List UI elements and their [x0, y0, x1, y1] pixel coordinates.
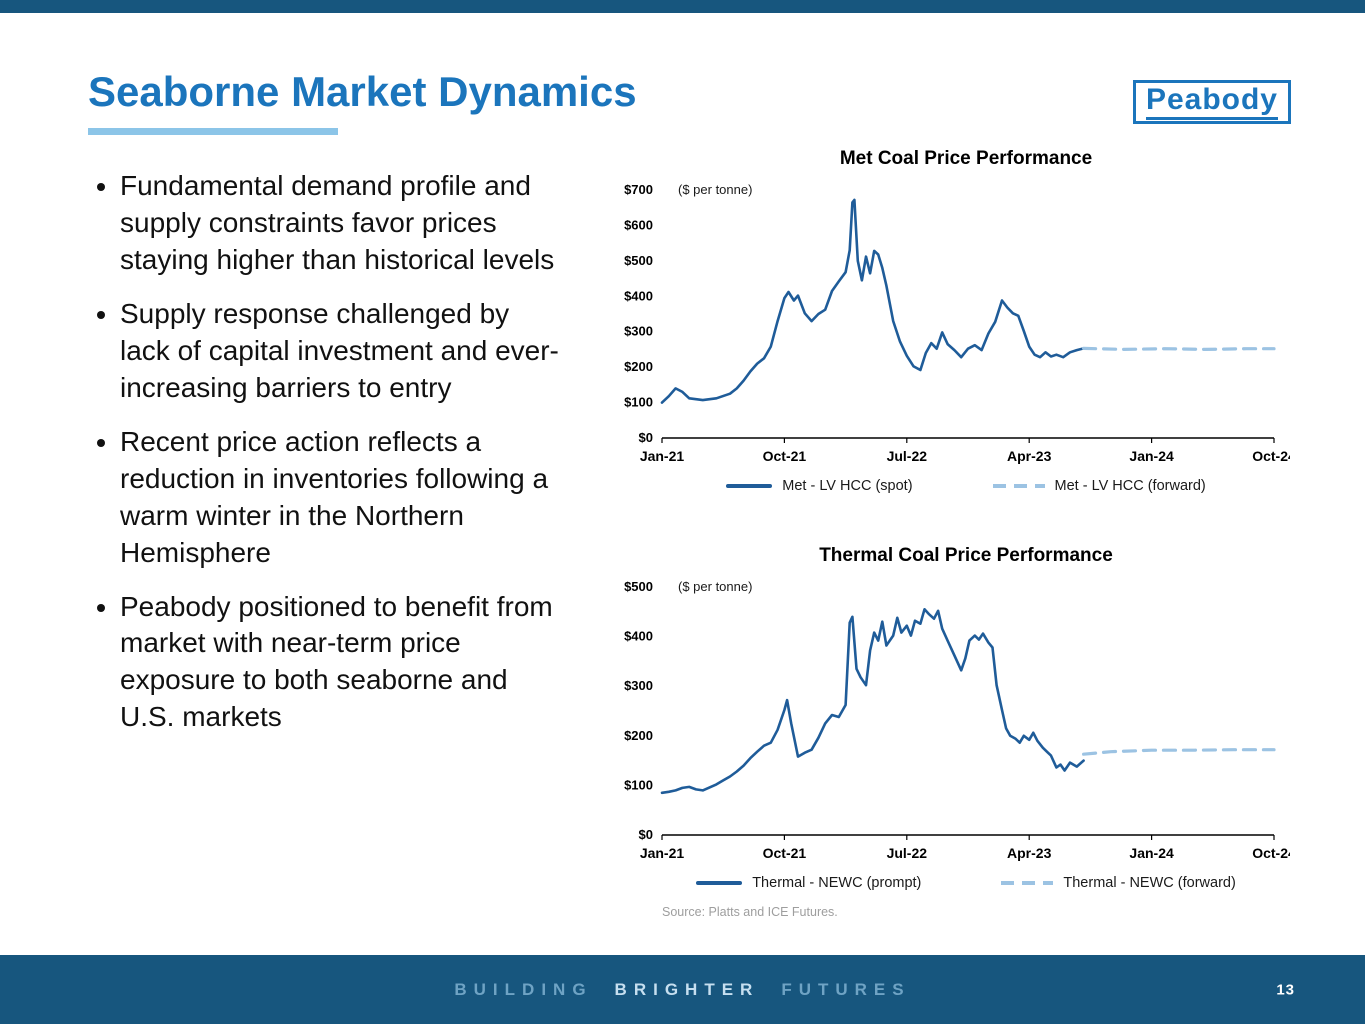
svg-text:$200: $200	[624, 728, 653, 743]
svg-text:$200: $200	[624, 359, 653, 374]
legend-item-thermal-forward: Thermal - NEWC (forward)	[1001, 875, 1236, 891]
peabody-logo: Peabody	[1132, 80, 1291, 124]
met-chart-title: Met Coal Price Performance	[839, 148, 1093, 169]
legend-label: Thermal - NEWC (forward)	[1063, 875, 1236, 891]
solid-line-swatch	[726, 484, 773, 488]
svg-text:Jan-21: Jan-21	[640, 845, 685, 861]
bullet-item: Supply response challenged by lack of ca…	[120, 296, 564, 407]
svg-text:$400: $400	[624, 288, 653, 303]
page-title: Seaborne Market Dynamics	[88, 68, 637, 115]
top-accent-strip	[0, 0, 1365, 13]
svg-text:$600: $600	[624, 217, 653, 232]
svg-text:$400: $400	[624, 629, 653, 644]
source-note: Source: Platts and ICE Futures.	[662, 905, 838, 919]
legend-item-thermal-prompt: Thermal - NEWC (prompt)	[696, 875, 921, 891]
svg-text:$300: $300	[624, 678, 653, 693]
svg-text:$100: $100	[624, 395, 653, 410]
footer-word: BRIGHTER	[614, 979, 760, 999]
footer-bar: BUILDING BRIGHTER FUTURES 13	[0, 955, 1365, 1024]
svg-text:$0: $0	[639, 827, 653, 842]
svg-text:($ per tonne): ($ per tonne)	[678, 579, 752, 594]
svg-text:Oct-21: Oct-21	[763, 845, 807, 861]
bullet-item: Fundamental demand profile and supply co…	[120, 168, 564, 279]
svg-text:Jul-22: Jul-22	[887, 845, 928, 861]
peabody-logo-text: Peabody	[1145, 83, 1278, 120]
met-coal-chart-section: Met Coal Price Performance $0 $100 $200 $30…	[600, 148, 1290, 494]
footer-tagline: BUILDING BRIGHTER FUTURES	[454, 980, 910, 1000]
legend-item-met-spot: Met - LV HCC (spot)	[726, 478, 913, 494]
svg-text:$500: $500	[624, 253, 653, 268]
dashed-line-swatch	[1001, 881, 1054, 885]
footer-word: BUILDING	[454, 979, 593, 999]
svg-text:Oct-24: Oct-24	[1252, 448, 1290, 464]
svg-text:($ per tonne): ($ per tonne)	[678, 182, 752, 197]
legend-label: Met - LV HCC (spot)	[782, 478, 913, 494]
solid-line-swatch	[696, 881, 743, 885]
thermal-chart-title: Thermal Coal Price Performance	[819, 545, 1113, 566]
svg-text:Apr-23: Apr-23	[1007, 448, 1052, 464]
legend-label: Met - LV HCC (forward)	[1054, 478, 1206, 494]
svg-text:$0: $0	[639, 430, 653, 445]
bullet-item: Peabody positioned to benefit from marke…	[120, 589, 564, 737]
svg-text:Jan-21: Jan-21	[640, 448, 685, 464]
legend-item-met-forward: Met - LV HCC (forward)	[992, 478, 1206, 494]
svg-text:$100: $100	[624, 777, 653, 792]
svg-text:Jan-24: Jan-24	[1129, 845, 1174, 861]
dashed-line-swatch	[992, 484, 1045, 488]
thermal-coal-chart: $0 $100 $200 $300 $400 $500 ($ per tonne) Jan-2…	[624, 579, 1290, 861]
svg-text:$700: $700	[624, 182, 653, 197]
thermal-chart-legend: Thermal - NEWC (prompt) Thermal - NEWC (…	[600, 875, 1290, 891]
page-number: 13	[1276, 981, 1295, 998]
svg-text:Jan-24: Jan-24	[1129, 448, 1174, 464]
met-coal-chart: $0 $100 $200 $300 $400 $500 $600 $700 ($ per ton…	[624, 182, 1290, 464]
met-chart-legend: Met - LV HCC (spot) Met - LV HCC (forwar…	[600, 478, 1290, 494]
svg-text:Apr-23: Apr-23	[1007, 845, 1052, 861]
footer-word: FUTURES	[781, 979, 911, 999]
thermal-coal-chart-section: Thermal Coal Price Performance $0 $100 $20…	[600, 545, 1290, 919]
svg-text:$300: $300	[624, 324, 653, 339]
svg-text:$500: $500	[624, 579, 653, 594]
svg-text:Jul-22: Jul-22	[887, 448, 928, 464]
legend-label: Thermal - NEWC (prompt)	[752, 875, 922, 891]
title-underline	[88, 128, 338, 135]
svg-text:Oct-21: Oct-21	[763, 448, 807, 464]
svg-text:Oct-24: Oct-24	[1252, 845, 1290, 861]
bullet-item: Recent price action reflects a reduction…	[120, 424, 564, 572]
bullet-list: Fundamental demand profile and supply co…	[86, 168, 564, 753]
